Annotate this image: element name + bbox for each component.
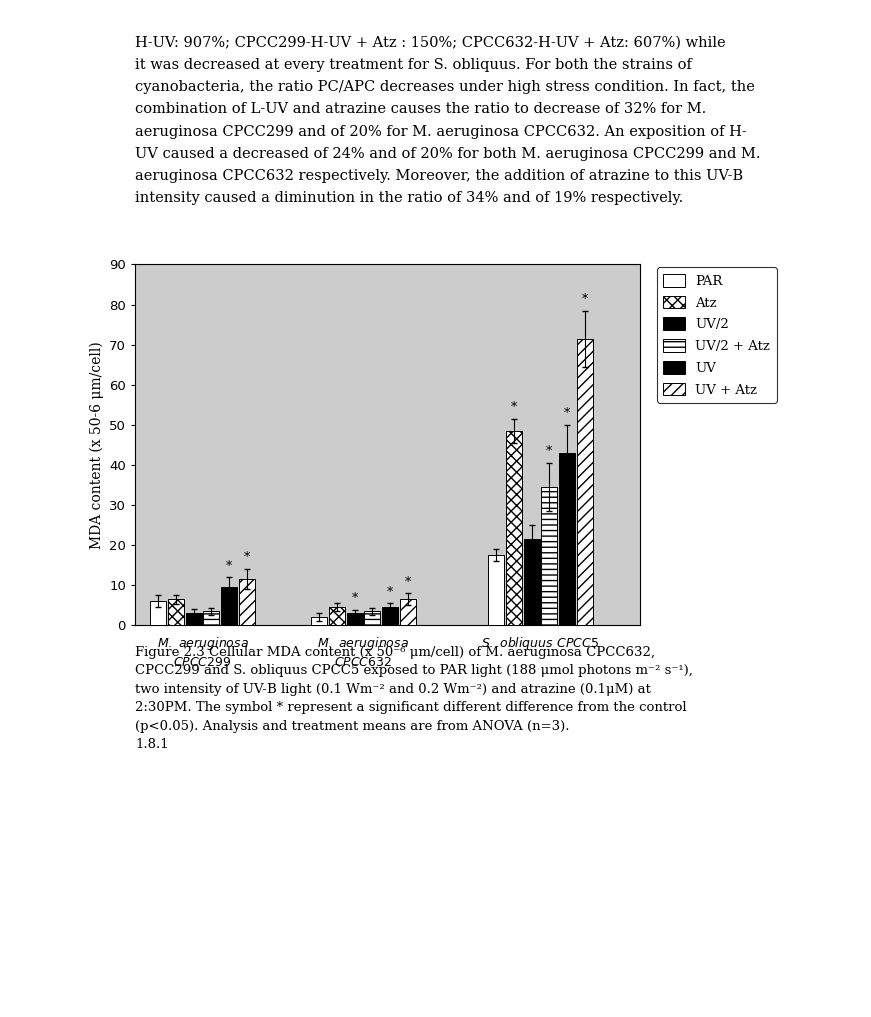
Text: *: * [352, 592, 358, 605]
Bar [541, 487, 557, 625]
Bar [577, 339, 592, 625]
Bar [506, 431, 522, 625]
Text: *: * [244, 551, 250, 564]
Text: *: * [226, 559, 233, 573]
Legend: PAR, Atz, UV/2, UV/2 + Atz, UV, UV + Atz: PAR, Atz, UV/2, UV/2 + Atz, UV, UV + Atz [657, 267, 777, 403]
Bar [204, 611, 219, 625]
Text: *: * [546, 445, 552, 459]
Text: *: * [387, 586, 393, 599]
Bar [168, 599, 184, 625]
Text: *: * [405, 576, 411, 589]
Bar [186, 613, 202, 625]
Text: *: * [564, 407, 571, 420]
Text: Figure 2.3 Cellular MDA content (x 50⁻⁶ μm/cell) of M. aeruginosa CPCC632,
CPCC2: Figure 2.3 Cellular MDA content (x 50⁻⁶ … [135, 646, 692, 752]
Bar [221, 588, 237, 625]
Y-axis label: MDA content (x 50-6 μm/cell): MDA content (x 50-6 μm/cell) [89, 341, 104, 549]
Bar [347, 613, 362, 625]
Bar [382, 607, 398, 625]
Bar [311, 617, 327, 625]
Bar [489, 555, 504, 625]
Bar [523, 539, 539, 625]
Bar [239, 580, 255, 625]
Bar [151, 601, 166, 625]
Bar [329, 607, 345, 625]
Text: H-UV: 907%; CPCC299-H-UV + Atz : 150%; CPCC632-H-UV + Atz: 607%) while
it was de: H-UV: 907%; CPCC299-H-UV + Atz : 150%; C… [135, 36, 760, 205]
Bar [364, 611, 381, 625]
Text: *: * [510, 401, 517, 414]
Bar [559, 453, 575, 625]
Text: *: * [582, 293, 588, 306]
Bar [400, 599, 415, 625]
